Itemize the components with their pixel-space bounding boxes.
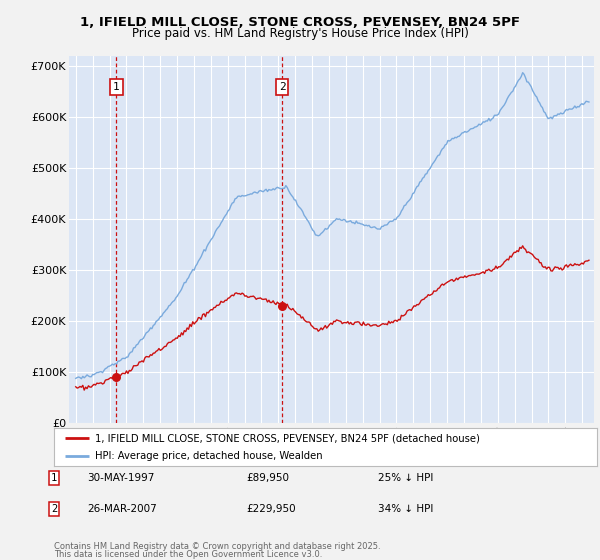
Point — [277, 301, 287, 310]
Text: 1: 1 — [51, 473, 57, 483]
Text: 30-MAY-1997: 30-MAY-1997 — [87, 473, 154, 483]
Text: 2: 2 — [279, 82, 286, 92]
Text: 1, IFIELD MILL CLOSE, STONE CROSS, PEVENSEY, BN24 5PF: 1, IFIELD MILL CLOSE, STONE CROSS, PEVEN… — [80, 16, 520, 29]
Text: 25% ↓ HPI: 25% ↓ HPI — [378, 473, 433, 483]
Text: 1: 1 — [113, 82, 120, 92]
Text: Contains HM Land Registry data © Crown copyright and database right 2025.: Contains HM Land Registry data © Crown c… — [54, 542, 380, 551]
Text: £89,950: £89,950 — [246, 473, 289, 483]
Text: 2: 2 — [51, 504, 57, 514]
Text: £229,950: £229,950 — [246, 504, 296, 514]
Text: 1, IFIELD MILL CLOSE, STONE CROSS, PEVENSEY, BN24 5PF (detached house): 1, IFIELD MILL CLOSE, STONE CROSS, PEVEN… — [95, 433, 479, 443]
Point — [112, 372, 121, 381]
Text: This data is licensed under the Open Government Licence v3.0.: This data is licensed under the Open Gov… — [54, 550, 322, 559]
Text: HPI: Average price, detached house, Wealden: HPI: Average price, detached house, Weal… — [95, 451, 322, 461]
Text: 34% ↓ HPI: 34% ↓ HPI — [378, 504, 433, 514]
Text: 26-MAR-2007: 26-MAR-2007 — [87, 504, 157, 514]
Text: Price paid vs. HM Land Registry's House Price Index (HPI): Price paid vs. HM Land Registry's House … — [131, 27, 469, 40]
